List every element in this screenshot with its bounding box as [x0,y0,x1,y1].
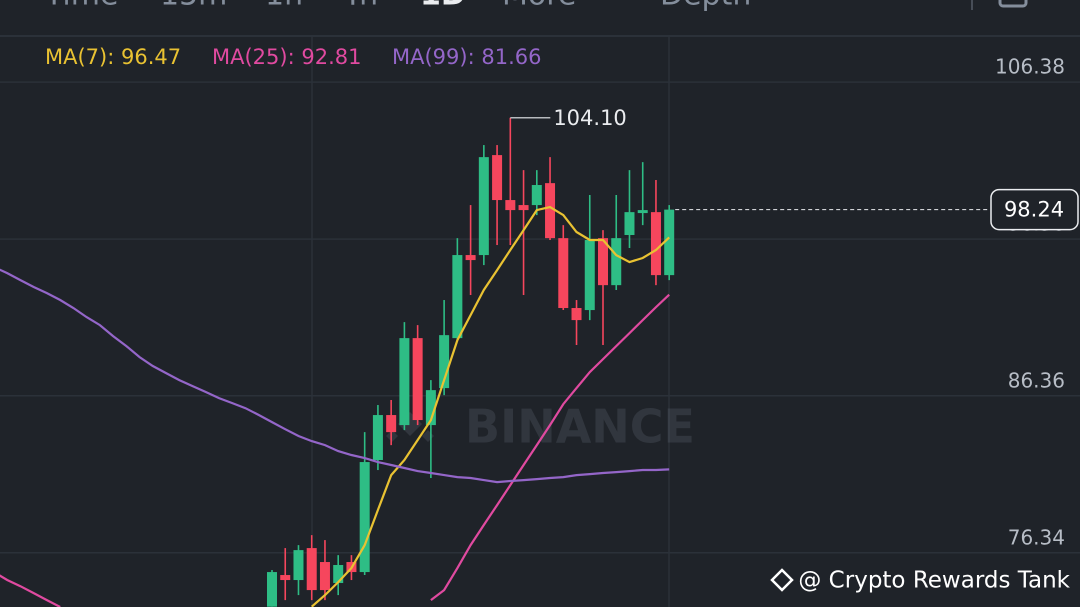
tab[interactable]: 1h [265,0,303,13]
tab[interactable]: 15m [160,0,227,13]
ma-legend: MA(99): 81.66 [392,45,541,69]
candle-body [478,157,489,256]
ma-legend: MA(7): 96.47 [45,45,181,69]
ma-line [310,205,670,607]
tab[interactable]: 1D [420,0,466,13]
candle-body [558,238,569,309]
candle-body [611,238,622,286]
y-tick-label: 76.34 [1008,525,1065,549]
candle-body [267,572,277,607]
annotation-label: 104.10 [553,106,626,130]
candle-body [664,209,675,276]
candle-body [571,308,582,321]
candle-body [531,185,542,206]
last-price-label: 98.24 [1004,198,1064,222]
candle-body [399,338,410,426]
candle-body [280,575,291,581]
settings-icon[interactable] [998,0,1028,8]
candle-body [425,390,436,426]
candle-body [637,210,648,214]
ma-legend: MA(25): 92.81 [212,45,361,69]
candle-body [584,240,595,311]
candle-body [505,200,516,211]
candle-body [306,548,317,591]
y-tick-label: 106.38 [995,55,1065,79]
tab[interactable]: More [502,0,576,13]
candle-body [412,338,423,421]
tab[interactable]: Depth [660,0,751,13]
candle-body [650,212,661,276]
y-tick-label: 86.36 [1008,368,1065,392]
watermark: BINANCE [465,400,695,454]
last-price-box [990,188,1079,231]
candle-body [319,562,330,591]
candle-body [386,415,397,433]
candle-body [359,462,370,573]
candle-body [492,155,503,201]
candle-body [293,550,304,581]
tab[interactable]: Time [44,0,118,13]
candle-body [372,415,383,461]
candle-body [333,565,344,584]
candle-body [624,212,635,236]
candle-body [465,255,476,261]
ma-line [0,293,670,607]
candle-body [452,255,463,339]
credit: @ Crypto Rewards Tank [798,568,1070,594]
tab[interactable]: 4h [340,0,378,13]
candle-body [439,335,450,389]
credit-logo [770,568,794,592]
candle-body [518,205,529,211]
candle-body [545,183,556,239]
ma-line [0,268,670,484]
candle-body [598,238,608,286]
